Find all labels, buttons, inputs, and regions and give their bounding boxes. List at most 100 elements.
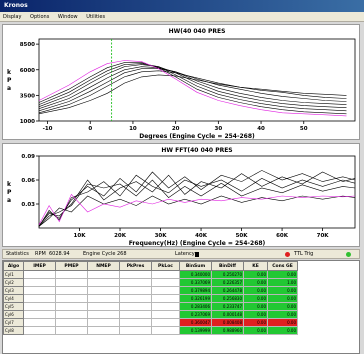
table-row[interactable]: Cyl3 0.379894 0.264478 0.00 0.00 bbox=[3, 286, 298, 295]
table-cell bbox=[23, 318, 56, 327]
x-tick-label: 10 bbox=[129, 126, 137, 132]
table-row[interactable]: Cyl8 0.139999 0.988960 0.00 0.00 bbox=[3, 326, 298, 335]
table-cell bbox=[23, 278, 56, 287]
column-header-pkloc[interactable]: PkLoc bbox=[151, 261, 180, 271]
table-cell: 0.00 bbox=[267, 318, 298, 327]
table-cell bbox=[87, 326, 120, 335]
table-cell: 0.00 bbox=[243, 302, 268, 311]
table-cell bbox=[87, 318, 120, 327]
table-cell bbox=[23, 286, 56, 295]
table-cell: 0.00 bbox=[243, 318, 268, 327]
x-tick-label: 10K bbox=[74, 233, 87, 239]
series-line-3 bbox=[38, 174, 356, 227]
menu-bar: Display Options Window Utilities bbox=[0, 12, 364, 22]
table-cell bbox=[55, 270, 88, 279]
x-tick-label: 40 bbox=[257, 126, 265, 132]
table-cell bbox=[87, 310, 120, 319]
y-tick-label: 0.06 bbox=[21, 178, 35, 184]
latency-indicator bbox=[195, 252, 199, 257]
row-label: Cyl1 bbox=[3, 270, 24, 279]
series-line-5 bbox=[38, 64, 347, 108]
table-cell: 0.00 bbox=[267, 286, 298, 295]
row-label: Cyl7 bbox=[3, 318, 24, 327]
table-cell bbox=[23, 302, 56, 311]
series-line-3 bbox=[38, 68, 347, 112]
row-label: Cyl5 bbox=[3, 302, 24, 311]
rpm-label: RPM bbox=[35, 251, 46, 257]
x-tick-label: 30 bbox=[215, 126, 223, 132]
table-cell: 0.360047 bbox=[179, 318, 212, 327]
menu-display[interactable]: Display bbox=[3, 14, 22, 20]
column-header-pkpres[interactable]: PkPres bbox=[119, 261, 152, 271]
results-grid: Algo IMEP PMEP NMEP PkPres PkLoc BinSum BinDiff… bbox=[2, 260, 360, 354]
table-row[interactable]: Cyl1 0.340000 0.250270 0.00 0.00 bbox=[3, 270, 298, 279]
table-cell: 0.379894 bbox=[179, 286, 212, 295]
table-cell: 0.008408 bbox=[211, 318, 244, 327]
table-cell bbox=[119, 270, 152, 279]
x-tick-label: -10 bbox=[43, 126, 53, 132]
table-cell bbox=[119, 294, 152, 303]
table-cell bbox=[151, 270, 180, 279]
table-cell bbox=[119, 318, 152, 327]
table-row[interactable]: Cyl7 0.360047 0.008408 0.00 0.00 bbox=[3, 318, 298, 327]
table-cell: 0.00 bbox=[267, 270, 298, 279]
table-cell: 0.237069 bbox=[179, 310, 212, 319]
table-cell: 0.326199 bbox=[179, 294, 212, 303]
table-cell bbox=[55, 278, 88, 287]
column-header-pmep[interactable]: PMEP bbox=[55, 261, 88, 271]
table-cell bbox=[119, 302, 152, 311]
column-header-imep[interactable]: IMEP bbox=[23, 261, 56, 271]
column-header-nmep[interactable]: NMEP bbox=[87, 261, 120, 271]
series-line-6 bbox=[38, 63, 347, 112]
table-row[interactable]: Cyl5 0.283406 0.233747 0.00 0.00 bbox=[3, 302, 298, 311]
engine-cycle-value: 268 bbox=[117, 251, 127, 257]
status-bar: Statistics RPM 6028.94 Engine Cycle 268 … bbox=[2, 249, 360, 259]
table-cell: 0.00 bbox=[243, 270, 268, 279]
column-header-binsum[interactable]: BinSum bbox=[179, 261, 212, 271]
table-cell bbox=[55, 326, 88, 335]
column-header-ke[interactable]: KE bbox=[243, 261, 268, 271]
table-cell: 0.00 bbox=[267, 294, 298, 303]
menu-utilities[interactable]: Utilities bbox=[86, 14, 106, 20]
menu-options[interactable]: Options bbox=[30, 14, 50, 20]
x-tick-label: 20K bbox=[114, 233, 127, 239]
table-cell: 0.264478 bbox=[211, 286, 244, 295]
table-cell bbox=[87, 294, 120, 303]
statistics-label: Statistics bbox=[6, 251, 29, 257]
ttl-alarm-icon bbox=[285, 252, 290, 257]
table-cell bbox=[23, 310, 56, 319]
series-line-2 bbox=[38, 171, 356, 226]
y-tick-label: 6000 bbox=[20, 68, 35, 74]
series-line-5 bbox=[38, 195, 356, 227]
x-tick-label: 50 bbox=[300, 126, 308, 132]
table-row[interactable]: Cyl2 0.337069 0.226357 0.00 1.00 bbox=[3, 278, 298, 287]
table-cell bbox=[151, 318, 180, 327]
table-cell: 0.226357 bbox=[211, 278, 244, 287]
table-cell: 0.00 bbox=[243, 278, 268, 287]
column-header-algo[interactable]: Algo bbox=[3, 261, 24, 271]
table-cell bbox=[151, 326, 180, 335]
series-line-7 bbox=[38, 62, 347, 115]
table-cell bbox=[87, 302, 120, 311]
table-row[interactable]: Cyl6 0.237069 0.000148 0.00 0.00 bbox=[3, 310, 298, 319]
table-cell bbox=[151, 286, 180, 295]
table-cell bbox=[87, 270, 120, 279]
series-line-6 bbox=[38, 193, 356, 225]
table-cell bbox=[151, 302, 180, 311]
table-cell bbox=[151, 294, 180, 303]
y-tick-label: 8500 bbox=[20, 42, 35, 48]
rpm-value: 6028.94 bbox=[49, 251, 70, 257]
column-header-bindiff[interactable]: BinDiff bbox=[211, 261, 244, 271]
table-cell: 0.988960 bbox=[211, 326, 244, 335]
row-label: Cyl2 bbox=[3, 278, 24, 287]
table-row[interactable]: Cyl4 0.326199 0.256830 0.00 0.00 bbox=[3, 294, 298, 303]
series-line-4 bbox=[38, 66, 347, 109]
table-cell bbox=[55, 302, 88, 311]
column-header-cons-ge[interactable]: Cons GE bbox=[267, 261, 298, 271]
menu-window[interactable]: Window bbox=[57, 14, 78, 20]
results-table: Algo IMEP PMEP NMEP PkPres PkLoc BinSum BinDiff… bbox=[3, 261, 298, 335]
